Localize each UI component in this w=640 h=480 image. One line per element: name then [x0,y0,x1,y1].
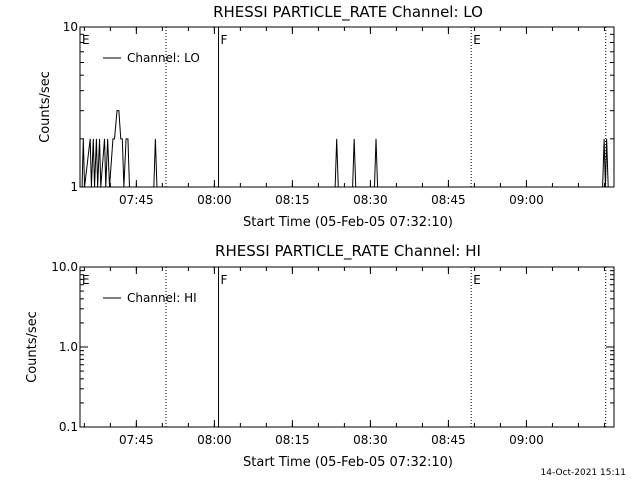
lo-legend-label: Channel: LO [127,51,200,65]
hi-y-tick-label: 0.1 [59,420,78,434]
hi-event-marker-label: E [473,273,481,287]
lo-x-tick-label: 08:15 [275,193,310,207]
hi-y-tick-label: 10.0 [51,260,78,274]
hi-x-tick-label: 08:45 [431,433,466,447]
hi-event-marker-label: E [82,273,90,287]
lo-x-tick-label: 09:00 [509,193,544,207]
hi-channel-panel: RHESSI PARTICLE_RATE Channel: HI Counts/… [25,242,615,470]
lo-plot-area: 07:45 08:00 08:15 08:30 08:45 09:00 1 10 E F E [63,20,615,207]
lo-x-axis-label: Start Time (05-Feb-05 07:32:10) [243,215,453,230]
hi-x-tick-label: 08:15 [275,433,310,447]
hi-x-tick-label: 08:30 [353,433,388,447]
lo-x-tick-label: 07:45 [119,193,154,207]
lo-series-line [81,110,609,188]
lo-y-axis-label: Counts/sec [38,71,53,143]
lo-channel-panel: RHESSI PARTICLE_RATE Channel: LO Counts/… [38,3,615,230]
lo-x-tick-label: 08:30 [353,193,388,207]
lo-event-marker-label: F [221,33,228,47]
hi-event-marker-label: F [221,273,228,287]
hi-legend-label: Channel: HI [127,291,197,305]
hi-x-tick-label: 08:00 [197,433,232,447]
lo-x-tick-label: 08:45 [431,193,466,207]
hi-chart-title: RHESSI PARTICLE_RATE Channel: HI [215,242,481,261]
lo-y-tick-label: 10 [63,20,78,34]
hi-x-axis-label: Start Time (05-Feb-05 07:32:10) [243,455,453,470]
lo-x-tick-label: 08:00 [197,193,232,207]
hi-y-tick-label: 1.0 [59,340,78,354]
lo-event-marker-label: E [82,33,90,47]
lo-event-marker-label: E [473,33,481,47]
footer-timestamp: 14-Oct-2021 15:11 [541,468,626,478]
hi-x-tick-label: 07:45 [119,433,154,447]
lo-y-tick-label: 1 [70,180,78,194]
hi-x-tick-label: 09:00 [509,433,544,447]
hi-plot-area: 07:45 08:00 08:15 08:30 08:45 09:00 0.1 1.0 10.0… [51,260,615,447]
lo-chart-title: RHESSI PARTICLE_RATE Channel: LO [213,3,483,22]
hi-y-axis-label: Counts/sec [25,311,40,383]
